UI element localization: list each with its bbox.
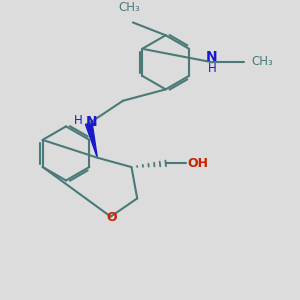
Text: H: H: [208, 62, 216, 75]
Text: O: O: [106, 211, 117, 224]
Text: CH₃: CH₃: [251, 55, 273, 68]
Text: N: N: [206, 50, 218, 64]
Text: N: N: [86, 115, 98, 128]
Text: OH: OH: [187, 157, 208, 170]
Text: H: H: [74, 114, 82, 127]
Polygon shape: [85, 123, 97, 158]
Text: CH₃: CH₃: [118, 2, 140, 14]
